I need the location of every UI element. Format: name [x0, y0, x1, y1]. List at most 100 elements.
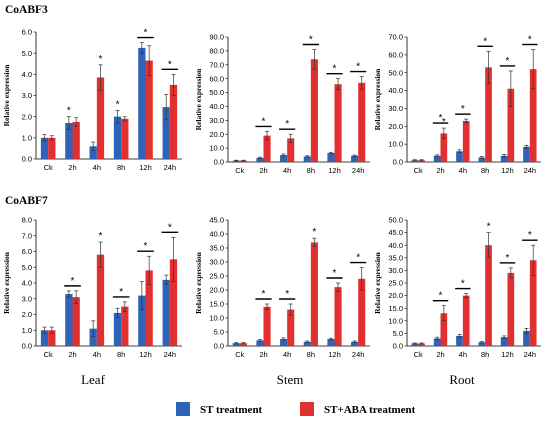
y-tick-label: 30.0	[388, 266, 403, 275]
bar-st	[232, 343, 240, 346]
y-tick-label: 20.0	[209, 130, 224, 139]
x-tick-label: 4h	[459, 166, 467, 175]
bar-st	[256, 157, 264, 162]
chart-panel-coabf7-leaf: 0.0 1.0 2.0 3.0 4.0 5.0 6.0 7.0 8.0 Relative expr…	[2, 216, 182, 359]
x-tick-label: 24h	[164, 163, 177, 172]
x-tick-label: 24h	[524, 166, 537, 175]
y-tick-label: 10.0	[388, 140, 403, 149]
bar-st-aba	[72, 121, 80, 159]
x-tick-label: 4h	[283, 166, 291, 175]
x-tick-label: 4h	[93, 163, 101, 172]
x-tick-label: Ck	[44, 350, 53, 359]
legend-label-st-aba: ST+ABA treatment	[324, 404, 416, 416]
bar-st	[500, 155, 508, 162]
y-tick-label: 70.0	[388, 33, 403, 42]
y-tick-label: 25.0	[209, 272, 224, 281]
y-tick-label: 5.0	[214, 328, 224, 337]
y-tick-label: 30.0	[209, 258, 224, 267]
x-tick-label: 8h	[307, 350, 315, 359]
significance-star: *	[168, 59, 172, 70]
y-tick-label: 2.0	[22, 112, 32, 121]
x-tick-label: Ck	[235, 166, 244, 175]
bar-st-aba	[96, 254, 105, 346]
x-tick-label: 2h	[259, 166, 267, 175]
bar-st-aba	[263, 306, 271, 346]
significance-star: *	[309, 35, 313, 46]
bar-st	[138, 295, 146, 346]
y-tick-label: 3.0	[22, 91, 32, 100]
significance-star: *	[285, 119, 289, 130]
y-tick-label: 45.0	[388, 228, 403, 237]
x-tick-label: Ck	[414, 350, 423, 359]
y-tick-label: 6.0	[22, 247, 32, 256]
significance-star: *	[506, 253, 510, 264]
x-tick-label: 12h	[328, 350, 341, 359]
bar-st	[351, 155, 359, 162]
y-tick-label: 5.0	[22, 263, 32, 272]
bar-st	[327, 339, 335, 346]
bar-st-aba	[507, 88, 515, 162]
x-tick-label: 12h	[501, 166, 514, 175]
significance-star: *	[262, 116, 266, 127]
chart-panel-coabf7-root: 0.0 5.0 10.0 15.0 20.0 25.0 30.0 35.0 40.0 45.0 50…	[373, 216, 541, 359]
y-tick-label: 4.0	[22, 70, 32, 79]
bar-st	[303, 156, 311, 162]
y-axis-label: Relative expression	[373, 251, 382, 314]
bar-st	[456, 151, 463, 162]
bar-st-aba	[72, 297, 80, 346]
y-tick-label: 25.0	[388, 279, 403, 288]
bar-st	[256, 340, 264, 346]
bar-st-aba	[358, 82, 366, 162]
x-tick-label: 24h	[352, 350, 365, 359]
bar-st-aba	[462, 295, 470, 346]
chart-panel-coabf3-root: 0.0 10.0 20.0 30.0 40.0 50.0 60.0 70.0 Relative …	[373, 33, 541, 175]
bar-st	[113, 116, 122, 159]
bar-st-aba	[145, 270, 153, 346]
bar-st	[65, 123, 73, 159]
gene-label-coabf3: CoABF3	[5, 4, 48, 16]
x-tick-label: 2h	[436, 350, 444, 359]
y-tick-label: 30.0	[209, 116, 224, 125]
gene-label-coabf7: CoABF7	[5, 195, 48, 207]
y-tick-label: 0.0	[22, 342, 32, 351]
chart-panel-coabf3-leaf: 0.0 1.0 2.0 3.0 4.0 5.0 6.0 Relative expression…	[2, 28, 182, 172]
y-tick-label: 4.0	[22, 279, 32, 288]
significance-star: *	[483, 36, 487, 47]
legend-swatch-st-aba	[300, 402, 314, 416]
chart-panel-coabf7-stem: 0.0 5.0 10.0 15.0 20.0 25.0 30.0 35.0 40.0 45.0 Re…	[194, 216, 370, 359]
legend-swatch-st	[176, 402, 190, 416]
significance-star: *	[312, 227, 316, 238]
y-tick-label: 0.0	[393, 342, 403, 351]
y-tick-label: 60.0	[209, 74, 224, 83]
y-tick-label: 10.0	[209, 314, 224, 323]
bar-st	[89, 146, 97, 159]
significance-star: *	[506, 56, 510, 67]
y-axis-label: Relative expression	[373, 68, 382, 131]
bar-st	[411, 160, 419, 162]
y-axis-label: Relative expression	[2, 64, 11, 127]
y-tick-label: 30.0	[388, 104, 403, 113]
x-tick-label: 8h	[307, 166, 315, 175]
x-tick-label: 24h	[524, 350, 537, 359]
y-tick-label: 45.0	[209, 216, 224, 225]
significance-star: *	[528, 35, 532, 46]
y-tick-label: 20.0	[209, 286, 224, 295]
bar-st-aba	[169, 259, 178, 346]
x-tick-label: 8h	[117, 163, 125, 172]
y-tick-label: 1.0	[22, 133, 32, 142]
bar-st-aba	[121, 118, 129, 159]
y-tick-label: 50.0	[388, 216, 403, 225]
bar-st-aba	[287, 138, 295, 162]
y-tick-label: 3.0	[22, 294, 32, 303]
bar-st	[113, 312, 122, 346]
tissue-label-root: Root	[449, 372, 475, 387]
y-tick-label: 6.0	[22, 28, 32, 37]
x-tick-label: 4h	[93, 350, 101, 359]
bar-st-aba	[169, 84, 178, 159]
bar-st	[327, 152, 335, 162]
bar-st	[280, 155, 288, 162]
bar-st-aba	[418, 160, 425, 162]
y-tick-label: 40.0	[209, 102, 224, 111]
x-tick-label: 8h	[481, 166, 489, 175]
